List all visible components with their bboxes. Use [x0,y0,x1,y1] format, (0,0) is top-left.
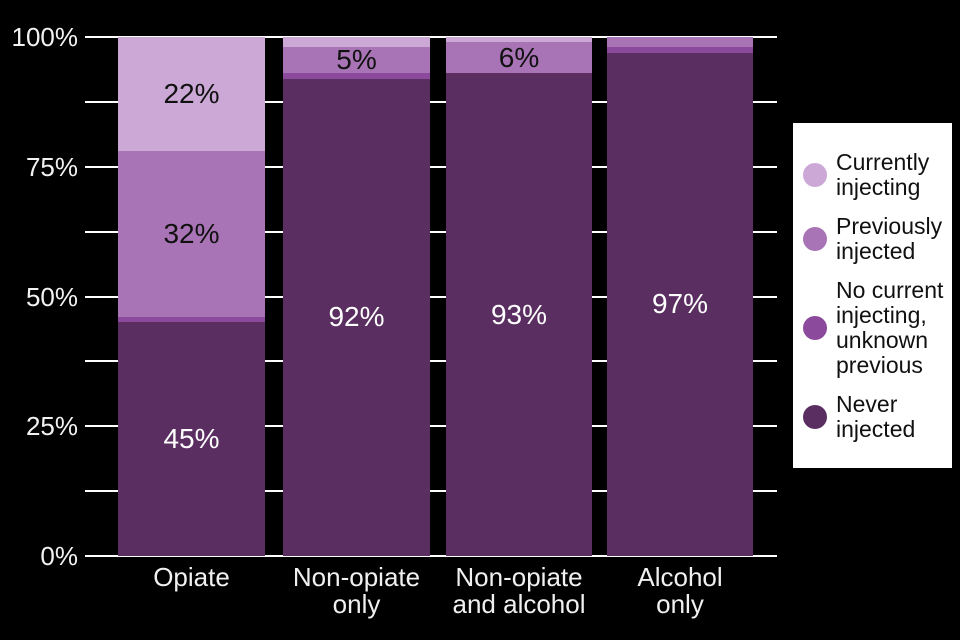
gridline-87.5pct [85,101,777,103]
gridline-12.5pct [85,490,777,492]
gridline-37.5pct [85,360,777,362]
segment-never-injected: 97% [607,52,753,556]
segment-never-injected: 45% [118,322,265,556]
gridline-25pct [85,425,777,427]
segment-currently-injecting [283,37,430,48]
segment-previously-injected: 5% [283,44,430,76]
segment-no-current-injecting--unknown-previous [118,317,265,323]
y-tick-label: 50% [25,282,78,312]
segment-value-label: 32% [163,218,220,250]
legend-swatch-icon [803,162,827,187]
segment-value-label: 92% [328,301,385,333]
segment-previously-injected [607,37,753,48]
segment-value-label: 93% [490,298,548,330]
legend-item-label: Never injected [836,390,916,442]
segment-currently-injecting [446,37,592,43]
y-tick-label: 75% [25,152,78,182]
x-category-label: Opiate [153,562,230,592]
legend-swatch-icon [803,315,827,340]
legend-item-label: No current injecting, unknown previous [836,276,944,378]
legend-swatch-icon [803,404,827,429]
segment-value-label: 45% [163,423,220,455]
bar-non-opiate-only: 5% 92% [283,37,430,556]
gridline-0pct [85,555,777,557]
segment-never-injected: 92% [283,78,430,556]
legend-item-currently-injecting: Currently injecting [803,148,952,200]
gridline-50pct [85,296,777,298]
x-category-label: Alcohol only [637,562,723,619]
segment-previously-injected: 32% [118,151,265,318]
legend-item-label: Previously injected [836,212,943,264]
legend-item-never-injected: Never injected [803,390,952,442]
bar-alcohol-only: 97% [607,37,753,556]
y-tick-label: 0% [40,541,78,571]
gridline-75pct [85,166,777,168]
segment-no-current-injecting--unknown-previous [607,47,753,53]
legend-item-previously-injected: Previously injected [803,212,952,264]
y-tick-label: 25% [25,411,78,441]
segment-no-current-injecting--unknown-previous [283,73,430,79]
gridline-62.5pct [85,231,777,233]
segment-never-injected: 93% [446,73,592,556]
segment-value-label: 5% [336,44,377,76]
bar-non-opiate-and-alcohol: 6% 93% [446,37,592,556]
legend-item-label: Currently injecting [836,148,930,200]
x-category-label: Non-opiate and alcohol [452,562,586,619]
segment-previously-injected: 6% [446,41,592,74]
segment-value-label: 6% [498,41,540,73]
bar-opiate: 22% 32% 45% [118,37,265,556]
x-category-label: Non-opiate only [292,562,421,619]
legend: Currently injecting Previously injected No… [793,123,952,468]
segment-value-label: 22% [163,78,220,110]
legend-item-no-current-injecting--unknown-previous: No current injecting, unknown previous [803,276,952,378]
y-tick-label: 100% [11,22,79,52]
gridline-100pct [85,36,777,38]
segment-currently-injecting: 22% [118,37,265,152]
legend-swatch-icon [803,226,827,251]
segment-value-label: 97% [651,288,709,320]
